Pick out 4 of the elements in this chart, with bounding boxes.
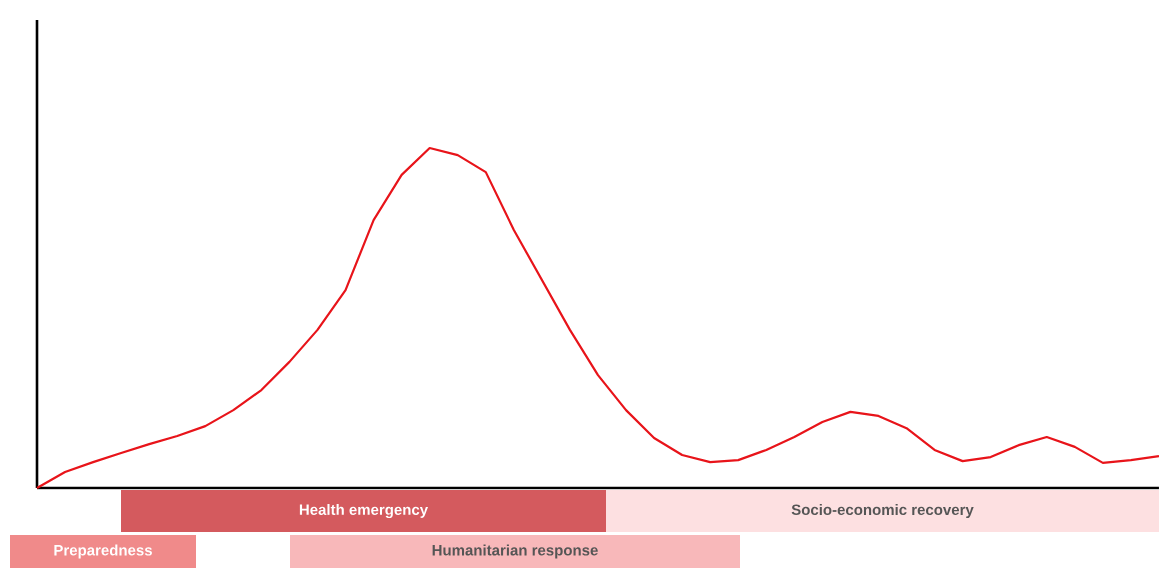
text: Health emergency <box>299 503 429 519</box>
text: Humanitarian response <box>432 544 598 559</box>
text: Preparedness <box>54 544 152 559</box>
text: Socio-economic recovery <box>791 504 974 518</box>
